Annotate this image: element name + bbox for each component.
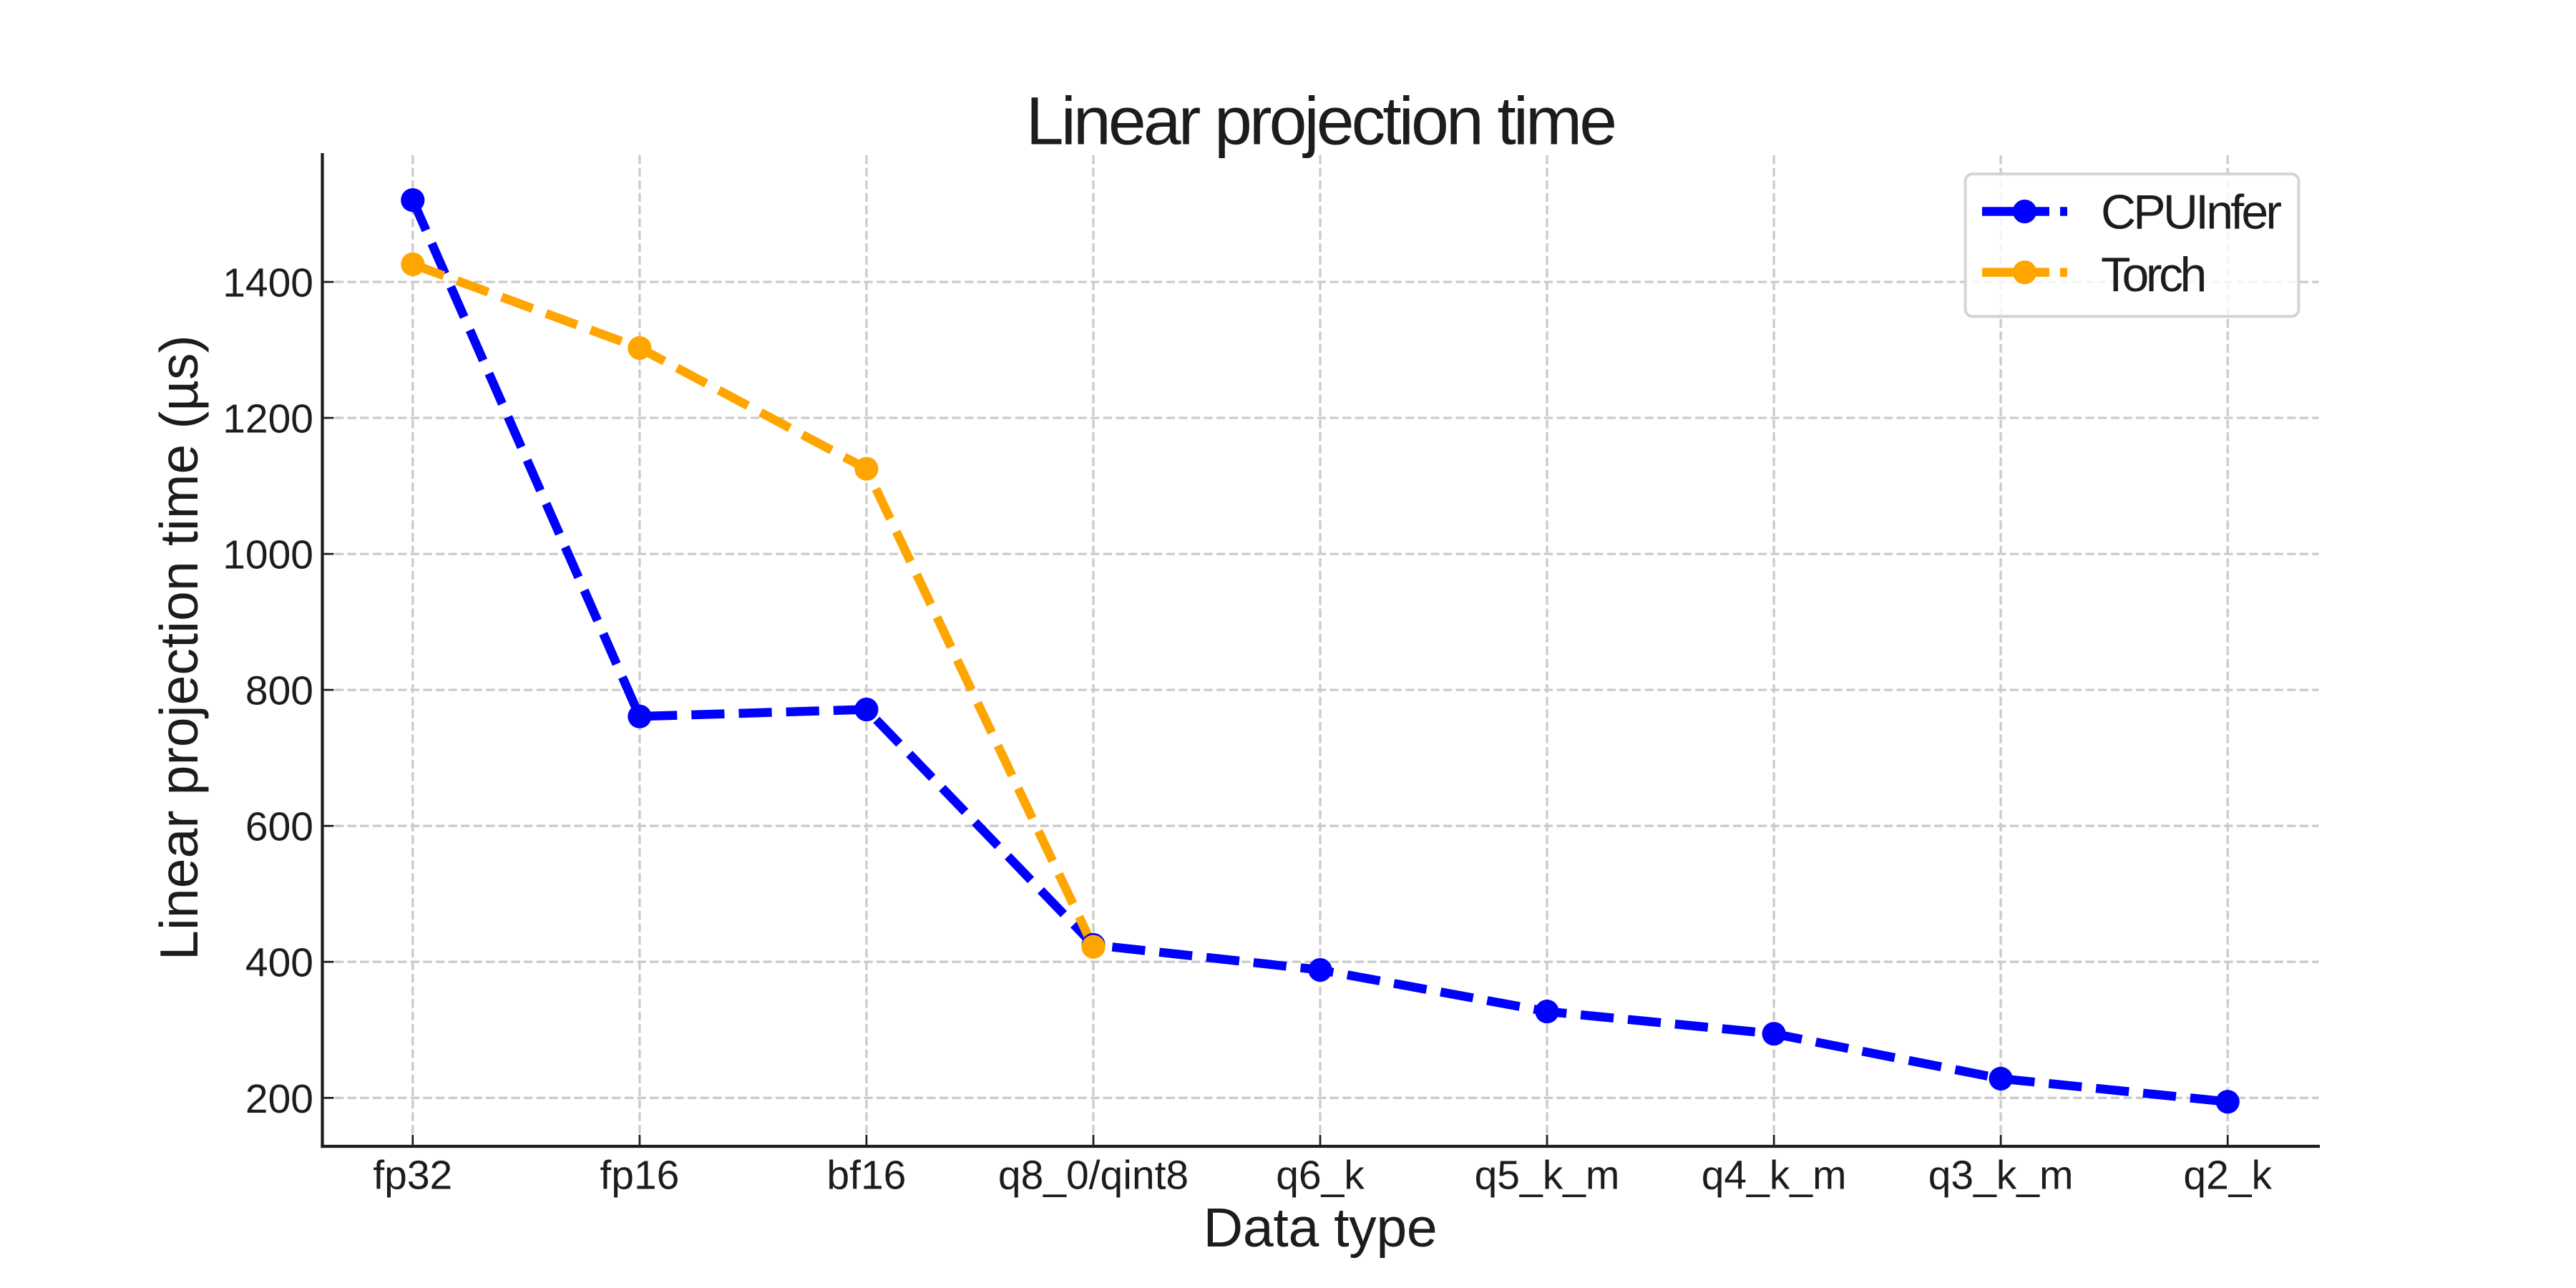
svg-text:Linear projection time: Linear projection time (1026, 84, 1615, 160)
svg-text:Torch: Torch (2101, 248, 2204, 302)
svg-text:q3_k_m: q3_k_m (1928, 1153, 2074, 1199)
svg-text:Data type: Data type (1204, 1197, 1438, 1259)
svg-text:800: 800 (245, 668, 313, 714)
svg-text:Linear projection time (µs): Linear projection time (µs) (149, 335, 209, 960)
svg-text:q4_k_m: q4_k_m (1702, 1153, 1847, 1199)
svg-text:q8_0/qint8: q8_0/qint8 (998, 1153, 1189, 1199)
svg-text:fp32: fp32 (373, 1153, 452, 1199)
svg-text:q2_k: q2_k (2183, 1153, 2272, 1199)
svg-text:1200: 1200 (223, 396, 313, 442)
svg-text:1000: 1000 (223, 532, 313, 578)
svg-text:200: 200 (245, 1076, 313, 1122)
svg-text:CPUInfer: CPUInfer (2101, 185, 2281, 240)
svg-text:bf16: bf16 (826, 1153, 906, 1199)
svg-text:q6_k: q6_k (1276, 1153, 1365, 1199)
svg-text:1400: 1400 (223, 260, 313, 306)
svg-text:400: 400 (245, 940, 313, 986)
svg-text:fp16: fp16 (600, 1153, 679, 1199)
svg-text:600: 600 (245, 804, 313, 850)
svg-text:q5_k_m: q5_k_m (1475, 1153, 1620, 1199)
